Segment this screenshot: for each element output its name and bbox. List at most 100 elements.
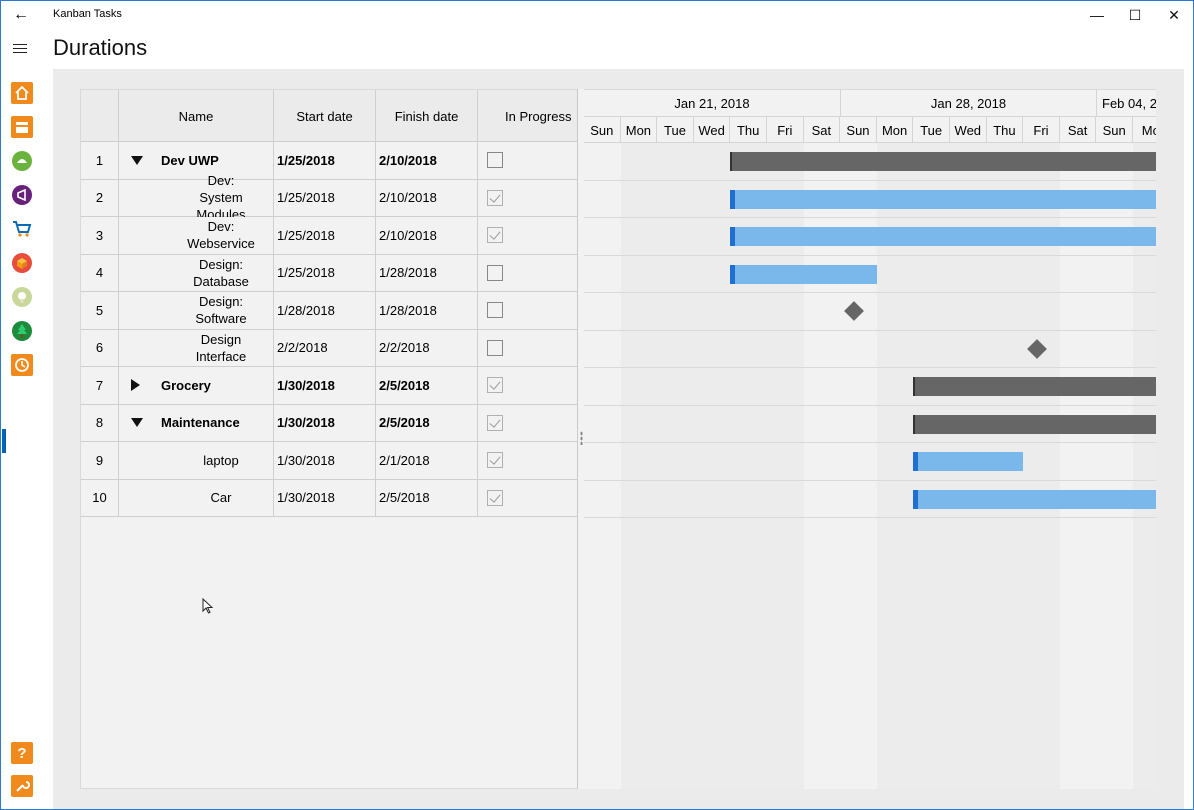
- day-label: Wed: [694, 117, 731, 143]
- start-date-cell[interactable]: 1/30/2018: [274, 404, 376, 441]
- finish-date-cell[interactable]: 2/5/2018: [376, 404, 478, 441]
- collapse-chevron-icon[interactable]: [131, 155, 155, 165]
- weekday-column-shade: [620, 143, 658, 789]
- close-button[interactable]: ✕: [1168, 7, 1180, 23]
- minimize-button[interactable]: —: [1090, 7, 1104, 23]
- table-row[interactable]: 10 Car 1/30/2018 2/5/2018: [81, 479, 577, 517]
- task-name-cell[interactable]: Dev: Webservice: [119, 217, 274, 254]
- day-label: Sat: [1060, 117, 1097, 143]
- task-name-cell[interactable]: Maintenance: [119, 404, 274, 441]
- table-row[interactable]: 1 Dev UWP 1/25/2018 2/10/2018: [81, 142, 577, 180]
- finish-date-cell[interactable]: 1/28/2018: [376, 292, 478, 329]
- finish-date-cell[interactable]: 2/10/2018: [376, 179, 478, 216]
- start-date-cell[interactable]: 1/25/2018: [274, 254, 376, 291]
- start-date-cell[interactable]: 1/30/2018: [274, 442, 376, 479]
- nav-settings-wrench-icon[interactable]: [10, 774, 34, 798]
- column-header-finish-date[interactable]: Finish date: [376, 90, 478, 142]
- task-name-cell[interactable]: Design: Software: [119, 292, 274, 329]
- in-progress-checkbox[interactable]: [487, 264, 503, 281]
- back-arrow-icon[interactable]: ←: [13, 6, 29, 23]
- table-row[interactable]: 2 Dev: System Modules 1/25/2018 2/10/2018: [81, 173, 577, 222]
- table-row[interactable]: 8 Maintenance 1/30/2018 2/5/2018: [81, 404, 577, 442]
- task-name-cell[interactable]: Dev: System Modules: [119, 173, 274, 222]
- nav-tree-icon[interactable]: [10, 319, 34, 343]
- in-progress-checkbox[interactable]: [487, 489, 503, 506]
- finish-date-cell[interactable]: 1/28/2018: [376, 254, 478, 291]
- task-bar[interactable]: [730, 227, 1156, 246]
- milestone-marker[interactable]: [1027, 338, 1048, 359]
- in-progress-checkbox[interactable]: [487, 189, 503, 206]
- nav-history-icon[interactable]: [10, 353, 34, 377]
- table-row[interactable]: 9 laptop 1/30/2018 2/1/2018: [81, 442, 577, 480]
- table-row[interactable]: 3 Dev: Webservice 1/25/2018 2/10/2018: [81, 217, 577, 255]
- task-name-cell[interactable]: Grocery: [119, 367, 274, 404]
- finish-date-cell[interactable]: 2/2/2018: [376, 329, 478, 366]
- nav-help-icon[interactable]: ?: [10, 741, 34, 765]
- finish-date-cell[interactable]: 2/5/2018: [376, 367, 478, 404]
- finish-date-cell[interactable]: 2/10/2018: [376, 217, 478, 254]
- nav-shopping-cart-icon[interactable]: [10, 217, 34, 241]
- expand-chevron-icon[interactable]: [131, 379, 155, 392]
- weekday-column-shade: [767, 143, 804, 789]
- nav-android-icon[interactable]: [10, 149, 34, 173]
- start-date-cell[interactable]: 1/25/2018: [274, 179, 376, 216]
- gantt-chart: Jan 21, 2018 Jan 28, 2018 Feb 04, 2 Sun M…: [584, 89, 1156, 789]
- in-progress-checkbox[interactable]: [487, 452, 503, 469]
- column-header-in-progress[interactable]: In Progress: [505, 108, 572, 124]
- row-number: 2: [81, 179, 119, 216]
- table-row[interactable]: 6 Design Interface 2/2/2018 2/2/2018: [81, 329, 577, 367]
- hamburger-menu-icon[interactable]: [13, 41, 31, 57]
- nav-lightbulb-icon[interactable]: [10, 285, 34, 309]
- panel-splitter[interactable]: [577, 89, 584, 789]
- in-progress-checkbox[interactable]: [487, 227, 503, 244]
- table-row[interactable]: 7 Grocery 1/30/2018 2/5/2018: [81, 367, 577, 405]
- summary-bar[interactable]: [913, 414, 1156, 434]
- task-bar[interactable]: [730, 264, 877, 284]
- start-date-cell[interactable]: 2/2/2018: [274, 329, 376, 366]
- table-row[interactable]: 5 Design: Software 1/28/2018 1/28/2018: [81, 292, 577, 330]
- in-progress-checkbox[interactable]: [487, 377, 503, 394]
- task-bar[interactable]: [913, 452, 1024, 471]
- maximize-button[interactable]: ☐: [1128, 7, 1142, 23]
- summary-bar[interactable]: [730, 152, 1156, 171]
- task-bar[interactable]: [913, 489, 1156, 509]
- in-progress-checkbox[interactable]: [487, 152, 503, 169]
- day-label: Thu: [730, 117, 767, 143]
- task-name-cell[interactable]: Design: Database: [119, 254, 274, 291]
- column-header-start-date[interactable]: Start date: [274, 90, 376, 142]
- in-progress-checkbox[interactable]: [487, 414, 503, 431]
- gantt-week-header: Jan 21, 2018 Jan 28, 2018 Feb 04, 2: [584, 90, 1156, 117]
- column-header-row-number[interactable]: [81, 90, 119, 142]
- start-date-cell[interactable]: 1/25/2018: [274, 142, 376, 179]
- nav-box-icon[interactable]: [10, 251, 34, 275]
- tree-icon: [12, 321, 32, 341]
- task-name-cell[interactable]: Dev UWP: [119, 142, 274, 179]
- task-name-cell[interactable]: Design Interface: [119, 329, 274, 366]
- task-name-cell[interactable]: Car: [119, 479, 274, 516]
- day-label: Tue: [657, 117, 694, 143]
- table-row[interactable]: 4 Design: Database 1/25/2018 1/28/2018: [81, 254, 577, 292]
- start-date-cell[interactable]: 1/30/2018: [274, 479, 376, 516]
- splitter-grip-icon[interactable]: [580, 431, 583, 445]
- summary-bar[interactable]: [913, 377, 1156, 396]
- finish-date-cell[interactable]: 2/1/2018: [376, 442, 478, 479]
- nav-home-icon[interactable]: [10, 81, 34, 105]
- start-date-cell[interactable]: 1/25/2018: [274, 217, 376, 254]
- task-name-cell[interactable]: laptop: [119, 442, 274, 479]
- day-label: Mon: [877, 117, 914, 143]
- day-label: Thu: [987, 117, 1024, 143]
- nav-contacts-icon[interactable]: [10, 115, 34, 139]
- start-date-cell[interactable]: 1/30/2018: [274, 367, 376, 404]
- finish-date-cell[interactable]: 2/10/2018: [376, 142, 478, 179]
- nav-visual-studio-icon[interactable]: [10, 183, 34, 207]
- start-date-cell[interactable]: 1/28/2018: [274, 292, 376, 329]
- task-bar[interactable]: [730, 189, 1156, 209]
- milestone-marker[interactable]: [844, 301, 865, 321]
- column-header-name[interactable]: Name: [119, 90, 274, 142]
- gantt-row: [584, 143, 1156, 181]
- collapse-chevron-icon[interactable]: [131, 418, 155, 428]
- day-label: Sun: [1096, 117, 1133, 143]
- in-progress-checkbox[interactable]: [487, 339, 503, 356]
- finish-date-cell[interactable]: 2/5/2018: [376, 479, 478, 516]
- in-progress-checkbox[interactable]: [487, 302, 503, 319]
